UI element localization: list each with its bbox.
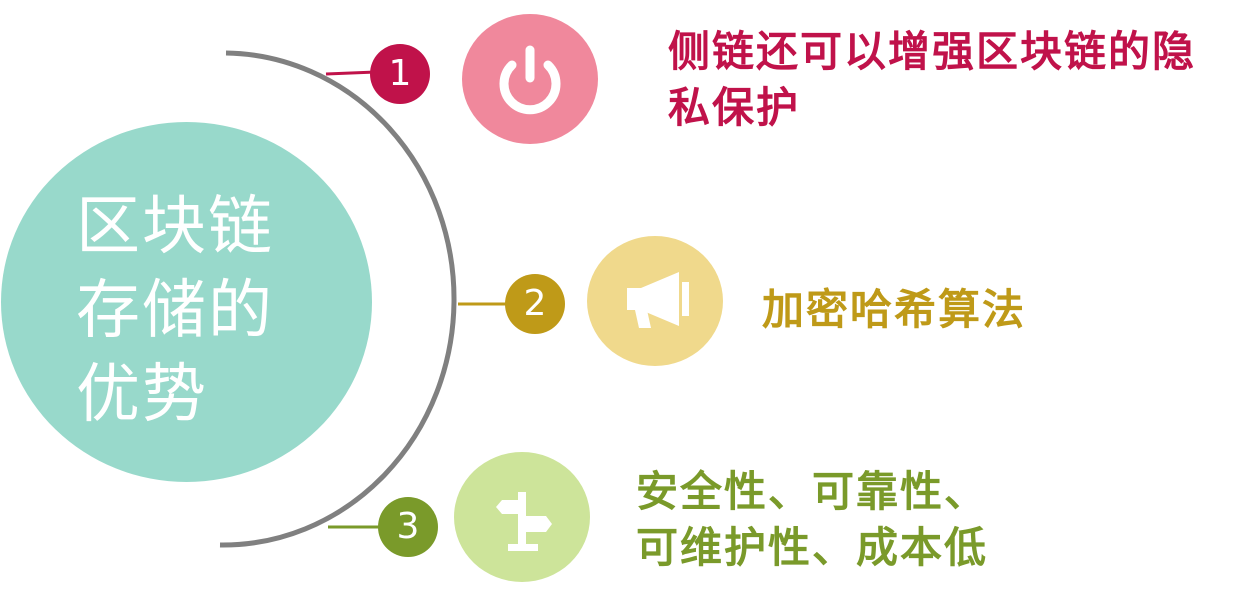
item-text-2: 加密哈希算法	[762, 285, 1027, 334]
icon-circle-3	[454, 452, 590, 582]
signpost-icon	[496, 492, 552, 551]
item-text-1: 侧链还可以增强区块链的隐私保护	[668, 27, 1197, 132]
item-text-3: 安全性、可靠性、可维护性、成本低	[636, 467, 989, 572]
main-circle	[1, 122, 372, 482]
megaphone-icon	[627, 272, 689, 328]
connector-arc	[219, 50, 457, 548]
connector-line-1	[325, 70, 377, 76]
number-badge-1: 1	[370, 44, 430, 104]
main-title: 区块链存储的优势	[76, 190, 274, 432]
number-badge-2: 2	[505, 274, 565, 334]
icon-circle-2	[587, 236, 723, 366]
icon-circle-1	[462, 14, 598, 144]
number-badge-3: 3	[378, 497, 438, 557]
power-icon	[499, 45, 561, 115]
